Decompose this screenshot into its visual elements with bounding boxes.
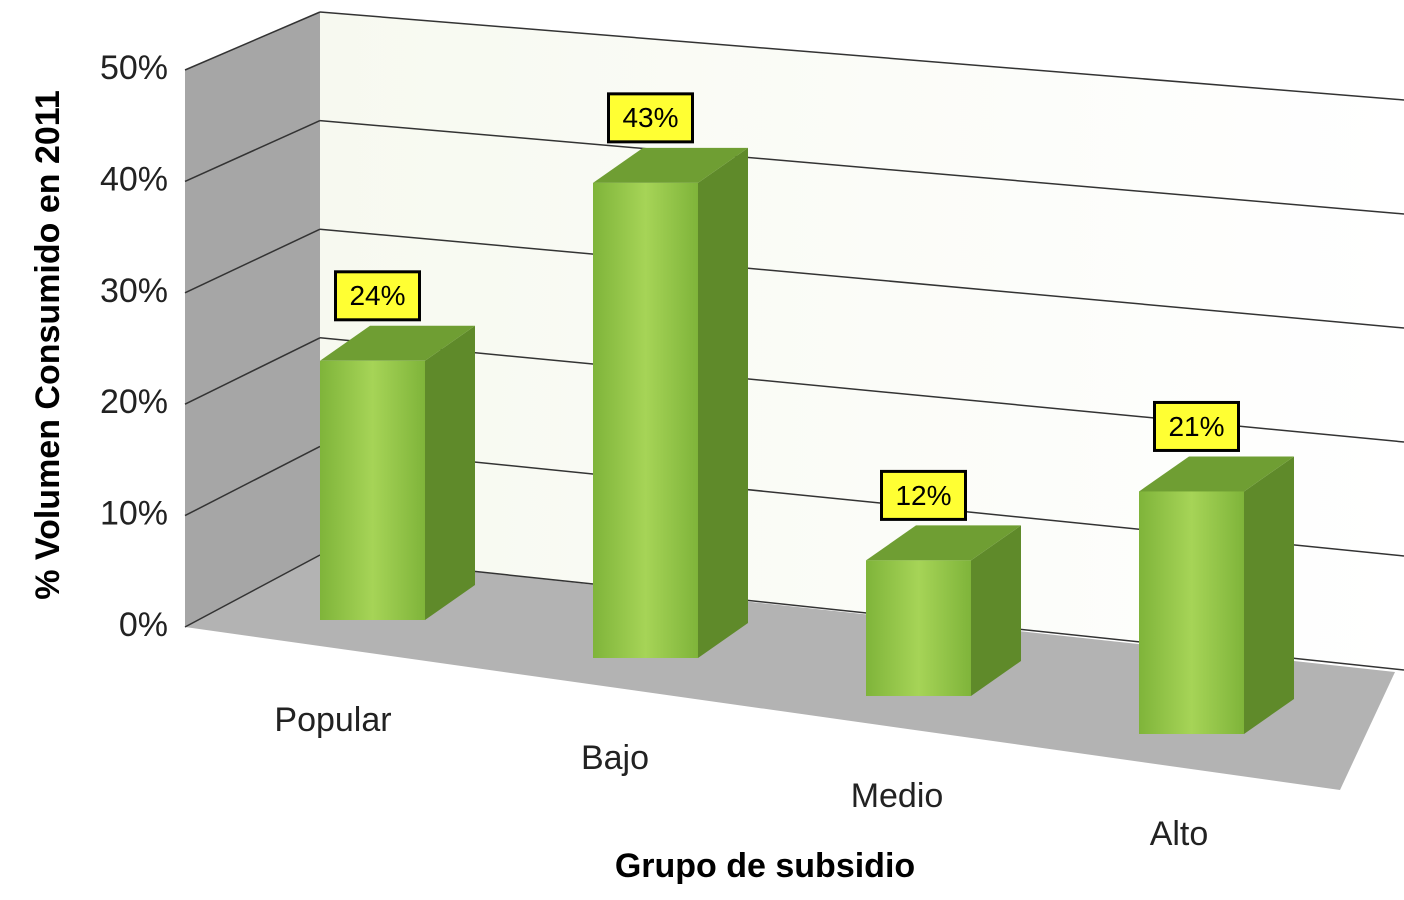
grid-line (184, 119, 321, 183)
bar (1139, 456, 1294, 734)
bar (320, 325, 475, 620)
x-tick-label: Popular (274, 701, 391, 739)
bar-top (593, 147, 748, 183)
value-label-box (334, 270, 421, 322)
bar-top (320, 325, 475, 361)
y-tick-label: 40% (100, 160, 168, 198)
bar-front (320, 360, 425, 620)
value-label-box (607, 92, 694, 144)
y-axis-label: % Volumen Consumido en 2011 (29, 90, 67, 600)
value-label: 21% (1168, 411, 1224, 442)
x-tick-label: Bajo (581, 739, 649, 777)
bar-front (866, 560, 971, 696)
y-tick-label: 10% (100, 495, 168, 533)
side-wall (185, 12, 320, 627)
grid-line (319, 228, 1404, 329)
back-wall (320, 12, 1404, 670)
bar-top (866, 525, 1021, 561)
x-tick-label: Alto (1150, 815, 1209, 853)
bar-top (1139, 456, 1294, 492)
grid-line (184, 11, 321, 71)
grid-line (184, 228, 321, 294)
bar-side (425, 325, 475, 620)
bar-side (971, 525, 1021, 696)
value-label-box (1153, 400, 1240, 452)
grid-line (319, 119, 1404, 215)
grid-line (184, 337, 321, 405)
y-tick-label: 50% (100, 49, 168, 87)
floor (185, 555, 1395, 790)
bar-front (1139, 491, 1244, 734)
y-tick-label: 0% (119, 606, 168, 644)
bar-side (698, 147, 748, 658)
bar-front (593, 182, 698, 658)
bar (866, 525, 1021, 696)
grid-line (184, 554, 321, 628)
y-tick-label: 20% (100, 383, 168, 421)
grid-line (184, 445, 321, 517)
value-label: 24% (349, 280, 405, 311)
value-label: 12% (895, 480, 951, 511)
x-tick-label: Medio (851, 777, 944, 815)
x-axis-label: Grupo de subsidio (615, 847, 915, 885)
bar (593, 147, 748, 658)
grid-line (319, 11, 1404, 101)
y-tick-label: 30% (100, 272, 168, 310)
bar-side (1244, 456, 1294, 734)
value-label-box (880, 469, 967, 521)
value-label: 43% (622, 102, 678, 133)
